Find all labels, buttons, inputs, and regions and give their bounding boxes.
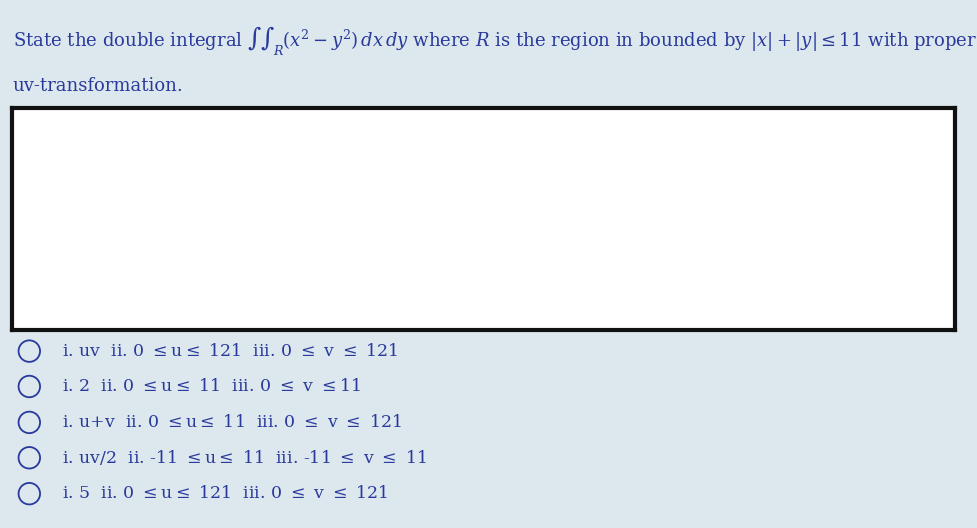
Text: State the double integral $\int \int_R (x^2 - y^2)\, dx\, dy$ where $R$ is the r: State the double integral $\int \int_R (…: [13, 24, 977, 57]
Text: i. 2  ii. 0 $\leq$u$\leq$ 11  iii. 0 $\leq$ v $\leq$11: i. 2 ii. 0 $\leq$u$\leq$ 11 iii. 0 $\leq…: [62, 378, 361, 395]
Text: i. 5  ii. 0 $\leq$u$\leq$ 121  iii. 0 $\leq$ v $\leq$ 121: i. 5 ii. 0 $\leq$u$\leq$ 121 iii. 0 $\le…: [62, 485, 388, 502]
Text: uv-transformation.: uv-transformation.: [13, 77, 184, 95]
Text: i. uv  ii. 0 $\leq$u$\leq$ 121  iii. 0 $\leq$ v $\leq$ 121: i. uv ii. 0 $\leq$u$\leq$ 121 iii. 0 $\l…: [62, 343, 398, 360]
Text: i. uv/2  ii. -11 $\leq$u$\leq$ 11  iii. -11 $\leq$ v $\leq$ 11: i. uv/2 ii. -11 $\leq$u$\leq$ 11 iii. -1…: [62, 448, 427, 467]
Text: i. u+v  ii. 0 $\leq$u$\leq$ 11  iii. 0 $\leq$ v $\leq$ 121: i. u+v ii. 0 $\leq$u$\leq$ 11 iii. 0 $\l…: [62, 414, 402, 431]
